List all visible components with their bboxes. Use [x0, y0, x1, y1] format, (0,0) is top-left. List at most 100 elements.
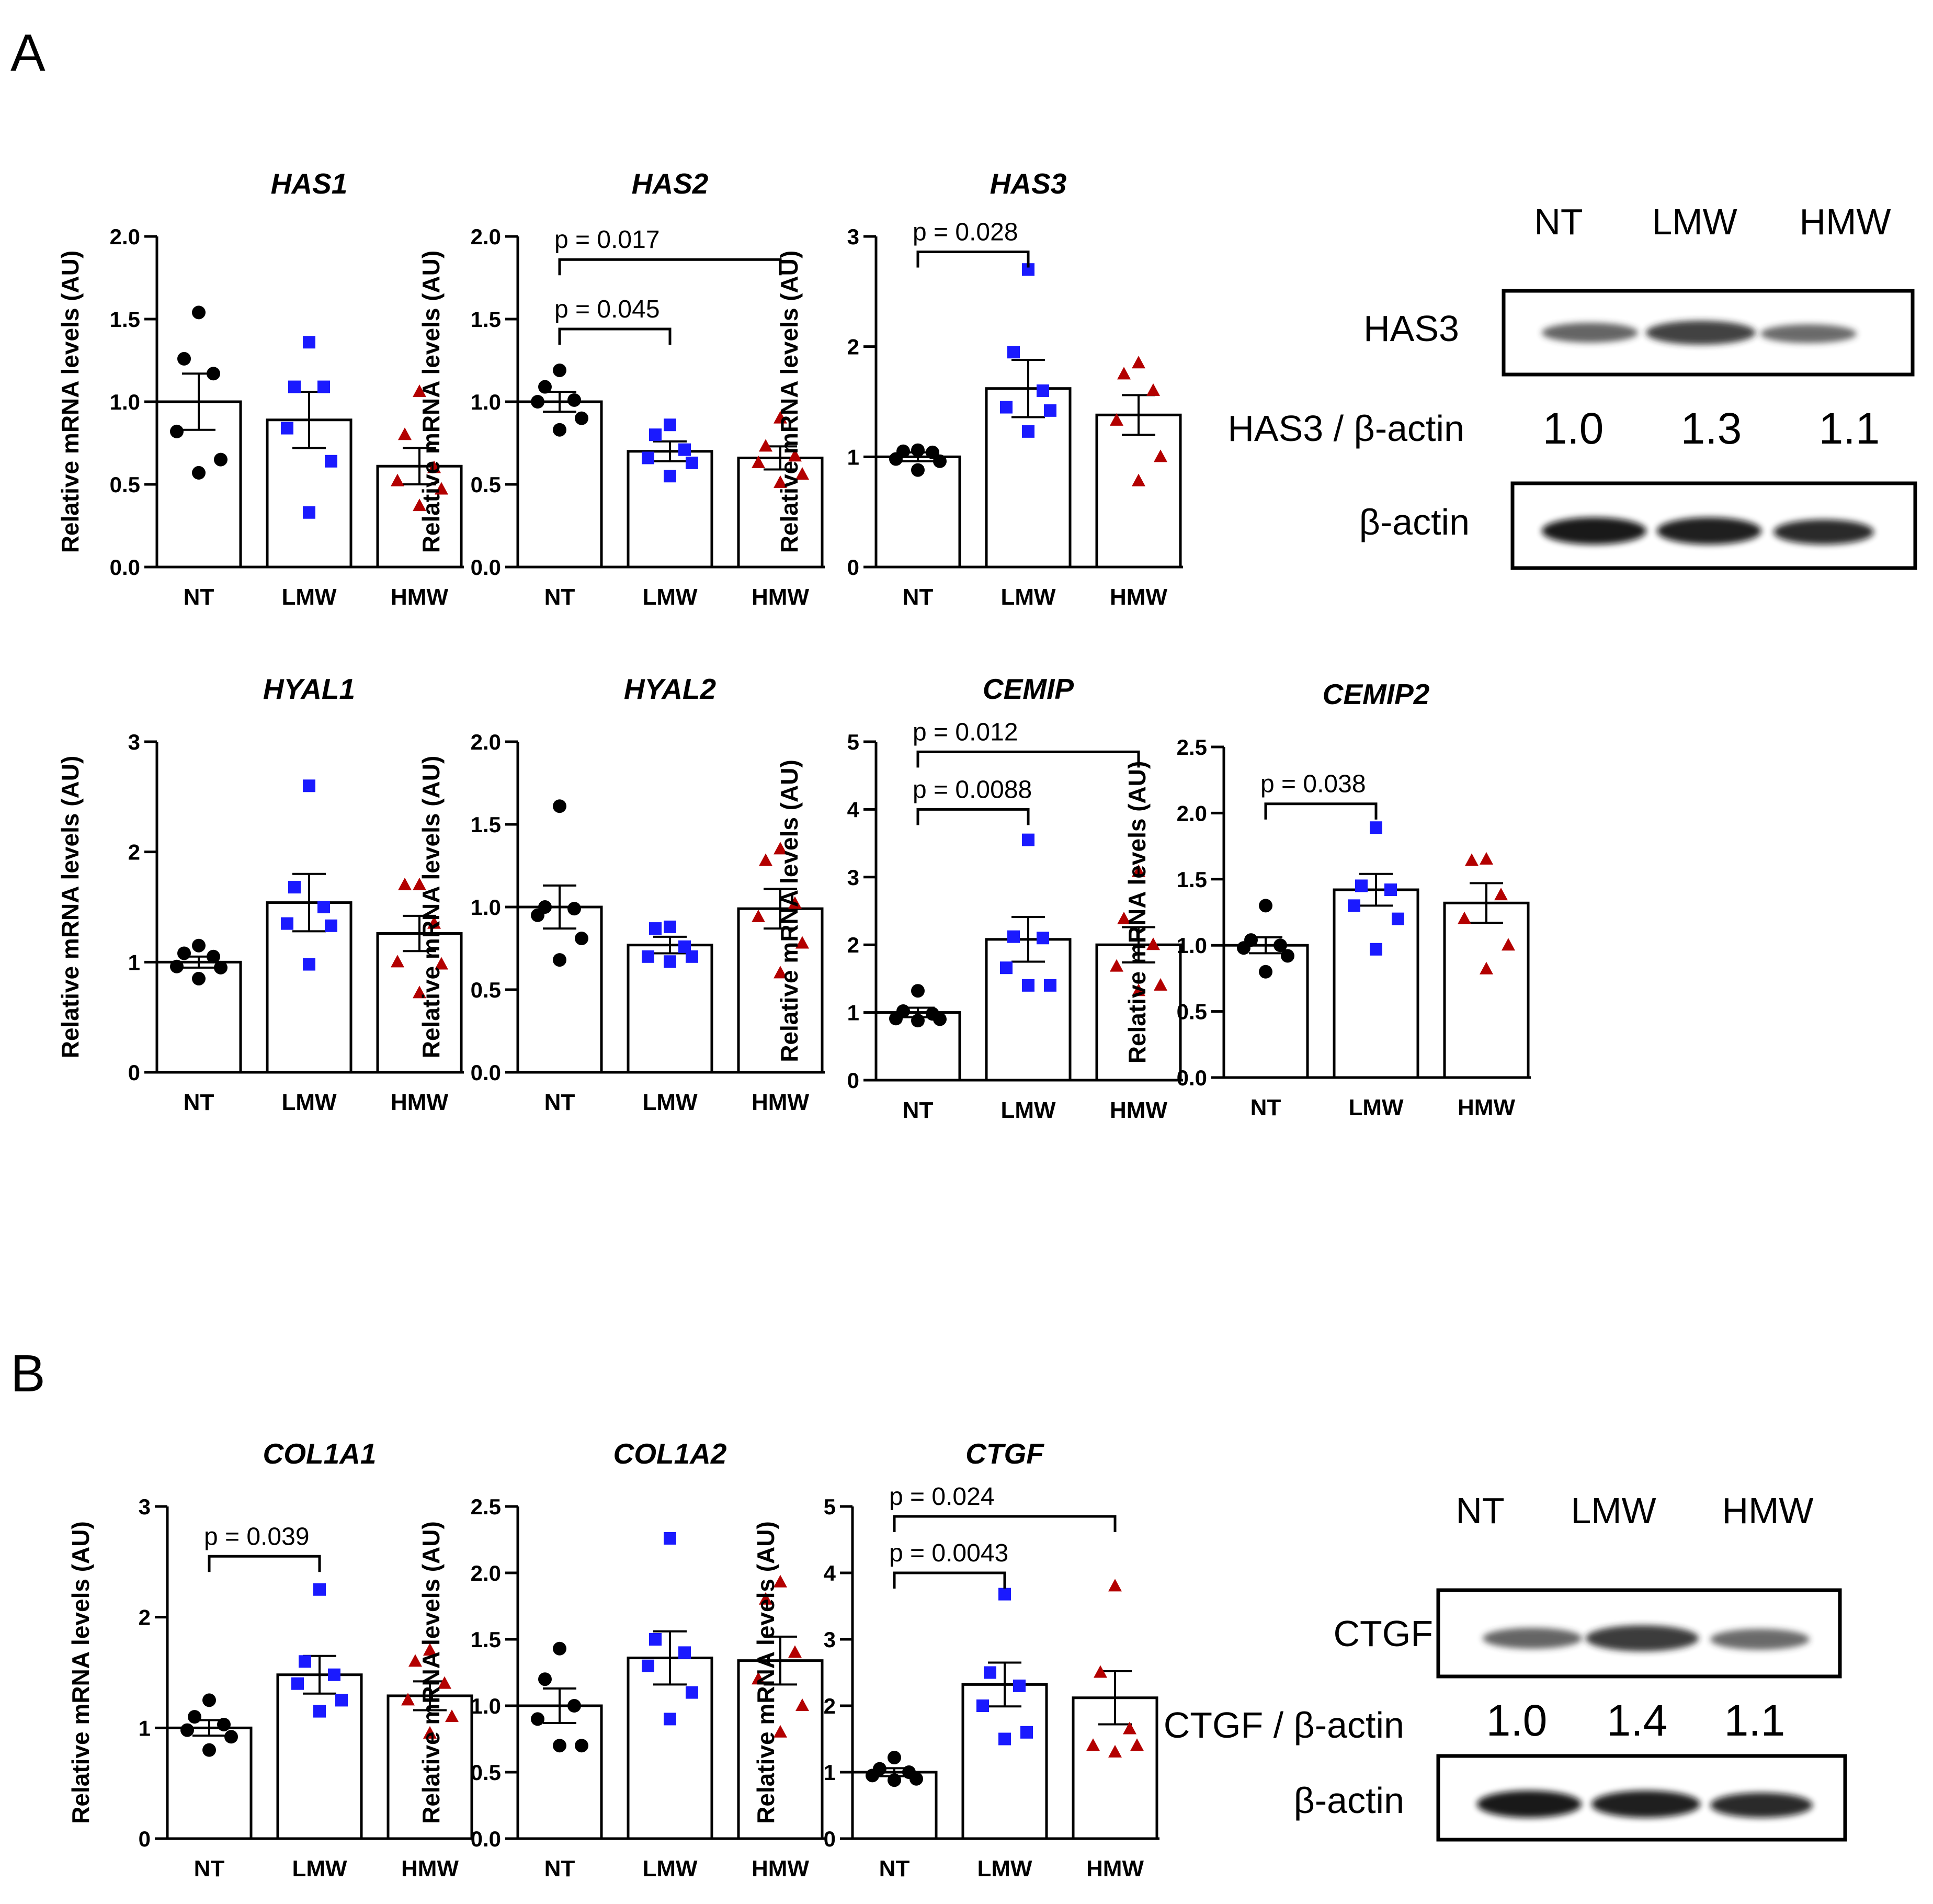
cemip-point-nt — [911, 984, 925, 998]
col1a2-ytick-label: 0.0 — [471, 1827, 501, 1851]
ctgf-point-hmw — [1108, 1744, 1122, 1758]
hyal1-point-nt — [207, 949, 220, 964]
col1a2-point-nt — [575, 1739, 588, 1753]
hyal1-ytick-label: 3 — [128, 730, 140, 754]
col1a1-title: COL1A1 — [263, 1437, 377, 1470]
col1a2-point-nt — [567, 1699, 581, 1713]
blot-a-band-nt — [1542, 323, 1638, 343]
blot-a-actin-lmw — [1657, 517, 1761, 545]
cemip2-point-hmw — [1480, 961, 1493, 974]
has1-point-nt — [192, 466, 206, 480]
hyal2-point-lmw — [664, 920, 676, 933]
ctgf-point-nt — [909, 1772, 923, 1786]
has2-point-lmw — [678, 443, 691, 456]
cemip2-point-nt — [1273, 938, 1287, 953]
cemip-sig-bracket — [916, 750, 1140, 768]
cemip2-point-hmw — [1494, 888, 1508, 901]
has3-xtick-lmw: LMW — [1000, 584, 1056, 610]
ctgf-xtick-lmw: LMW — [977, 1856, 1032, 1882]
has2-point-lmw — [664, 470, 676, 483]
has3-ylabel: Relative mRNA levels (AU) — [776, 251, 803, 553]
cemip2-point-nt — [1259, 899, 1272, 913]
col1a2-point-lmw — [649, 1633, 662, 1646]
hyal1-xtick-hmw: HMW — [391, 1090, 448, 1115]
hyal1-point-lmw — [325, 919, 337, 932]
col1a2-xtick-hmw: HMW — [752, 1856, 809, 1882]
col1a2-point-lmw — [678, 1646, 691, 1659]
chart-has2: HAS2 Relative mRNA levels (AU) 0.0 0.5 1.0 1.… — [417, 167, 825, 610]
hyal1-point-nt — [192, 971, 206, 985]
has3-point-nt — [911, 463, 925, 477]
blot-b-actin-lmw — [1591, 1790, 1700, 1818]
hyal1-point-lmw — [303, 958, 315, 971]
has2-ytick-label: 1.5 — [471, 307, 501, 332]
cemip2-ytick-label: 1.5 — [1177, 867, 1207, 892]
hyal1-ylabel: Relative mRNA levels (AU) — [56, 756, 84, 1059]
blot-a-ratio-lmw: 1.3 — [1681, 404, 1742, 453]
blot-b-lane-hmw: HMW — [1722, 1490, 1814, 1531]
cemip2-title: CEMIP2 — [1323, 678, 1430, 710]
cemip-point-hmw — [1132, 983, 1145, 996]
col1a1-sig-label: p = 0.039 — [204, 1523, 310, 1550]
col1a1-point-nt — [180, 1723, 194, 1737]
chart-cemip2: CEMIP2 Relative mRNA levels (AU) 0.0 0.5 1.0… — [1123, 678, 1531, 1120]
blot-a-band-hmw — [1760, 324, 1857, 343]
hyal1-point-lmw — [303, 779, 315, 792]
hyal2-xtick-nt: NT — [544, 1090, 575, 1115]
has1-ytick-label: 1.0 — [110, 390, 140, 414]
has1-point-lmw — [288, 380, 301, 393]
hyal1-title: HYAL1 — [263, 673, 355, 705]
ctgf-ytick-label: 2 — [824, 1694, 836, 1718]
cemip-sig-label: p = 0.012 — [913, 718, 1018, 746]
ctgf-xtick-nt: NT — [879, 1856, 910, 1882]
has2-ylabel: Relative mRNA levels (AU) — [417, 251, 445, 553]
cemip-sig-label: p = 0.0088 — [913, 776, 1032, 803]
has3-point-hmw — [1132, 356, 1145, 369]
cemip-point-lmw — [1022, 979, 1034, 992]
has1-point-lmw — [281, 422, 293, 435]
blot-a-ratio-hmw: 1.1 — [1819, 404, 1880, 453]
has1-title: HAS1 — [271, 167, 348, 200]
has2-point-hmw — [788, 449, 802, 462]
blot-b-ratio-lmw: 1.4 — [1607, 1696, 1668, 1745]
blot-a-lane-lmw: LMW — [1652, 201, 1737, 242]
hyal2-ytick-label: 2.0 — [471, 730, 501, 754]
cemip-xtick-hmw: HMW — [1110, 1097, 1167, 1123]
ctgf-sig-bracket — [893, 1515, 1117, 1533]
col1a2-bar-nt — [516, 1704, 603, 1840]
cemip2-ytick-label: 2.5 — [1177, 735, 1207, 760]
hyal1-point-hmw — [391, 955, 404, 968]
ctgf-point-nt — [866, 1769, 879, 1783]
col1a1-point-lmw — [313, 1705, 326, 1718]
has1-ytick-label: 2.0 — [110, 224, 140, 249]
col1a1-point-hmw — [438, 1676, 451, 1689]
has3-xtick-hmw: HMW — [1110, 584, 1167, 610]
chart-hyal2: HYAL2 Relative mRNA levels (AU) 0.0 0.5 1.0 1… — [417, 673, 825, 1115]
cemip-point-lmw — [1022, 833, 1034, 846]
col1a2-bar-hmw — [737, 1659, 824, 1840]
col1a1-ylabel: Relative mRNA levels (AU) — [67, 1521, 94, 1824]
cemip-ytick-label: 1 — [847, 1001, 859, 1025]
has1-xtick-nt: NT — [184, 584, 214, 610]
has1-point-lmw — [303, 336, 315, 349]
col1a2-xtick-lmw: LMW — [642, 1856, 698, 1882]
cemip-ytick-label: 5 — [847, 730, 859, 754]
cemip-point-lmw — [1037, 932, 1049, 945]
blot-a-ratio-nt: 1.0 — [1543, 404, 1604, 453]
ctgf-point-hmw — [1123, 1721, 1136, 1735]
cemip2-xtick-lmw: LMW — [1348, 1095, 1404, 1120]
hyal2-point-hmw — [795, 936, 809, 949]
col1a1-point-nt — [224, 1730, 238, 1744]
cemip-sig-bracket — [916, 808, 1030, 825]
col1a1-point-lmw — [328, 1668, 340, 1681]
hyal1-bar-hmw — [376, 932, 463, 1074]
col1a2-point-nt — [538, 1672, 552, 1686]
has2-ytick-label: 0.5 — [471, 472, 501, 497]
col1a1-point-lmw — [291, 1677, 304, 1690]
hyal2-point-nt — [575, 932, 588, 946]
cemip-point-nt — [889, 1012, 903, 1026]
cemip-bar-hmw — [1095, 943, 1182, 1082]
col1a2-point-nt — [553, 1641, 566, 1656]
hyal2-point-lmw — [686, 950, 698, 963]
ctgf-ytick-label: 4 — [824, 1561, 836, 1585]
